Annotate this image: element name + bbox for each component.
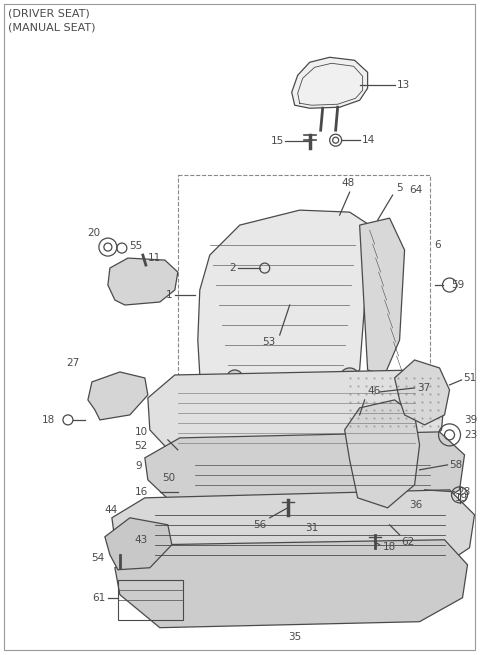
Text: 56: 56 — [253, 520, 267, 530]
Polygon shape — [292, 57, 368, 108]
Text: 15: 15 — [270, 136, 284, 146]
Text: 18: 18 — [383, 542, 396, 552]
Text: 6: 6 — [434, 240, 441, 250]
Text: 11: 11 — [148, 253, 161, 263]
Polygon shape — [345, 400, 420, 508]
Text: 1: 1 — [166, 290, 173, 300]
Polygon shape — [112, 490, 475, 572]
Text: 9: 9 — [135, 461, 142, 471]
Text: 27: 27 — [67, 358, 80, 368]
Text: (DRIVER SEAT): (DRIVER SEAT) — [8, 9, 90, 18]
Text: 16: 16 — [134, 487, 148, 497]
Text: 36: 36 — [409, 500, 423, 510]
Polygon shape — [88, 372, 148, 420]
Text: 23: 23 — [465, 430, 478, 440]
Text: 44: 44 — [105, 505, 118, 515]
Text: 18: 18 — [42, 415, 55, 425]
Text: 10: 10 — [135, 427, 148, 437]
Text: 50: 50 — [162, 473, 175, 483]
Text: 39: 39 — [465, 415, 478, 425]
Text: 61: 61 — [93, 593, 106, 603]
Text: 14: 14 — [361, 135, 375, 145]
Text: 52: 52 — [134, 441, 148, 451]
Text: 46: 46 — [368, 386, 381, 396]
Text: 64: 64 — [409, 185, 423, 195]
Text: 43: 43 — [134, 534, 148, 545]
Text: 53: 53 — [263, 337, 276, 347]
Text: 58: 58 — [450, 460, 463, 470]
Text: 2: 2 — [229, 263, 236, 273]
Polygon shape — [105, 518, 172, 570]
Text: 51: 51 — [464, 373, 477, 383]
Text: 48: 48 — [341, 178, 354, 188]
Polygon shape — [360, 218, 405, 375]
Circle shape — [227, 370, 243, 386]
Text: 54: 54 — [92, 553, 105, 563]
Polygon shape — [148, 370, 444, 460]
Polygon shape — [198, 210, 370, 390]
Text: 31: 31 — [305, 523, 318, 533]
Text: 35: 35 — [288, 631, 301, 642]
Circle shape — [340, 368, 360, 388]
Text: 13: 13 — [396, 81, 410, 90]
Text: 55: 55 — [129, 241, 142, 251]
Bar — [178, 175, 430, 380]
Text: 19: 19 — [455, 493, 468, 503]
Polygon shape — [395, 360, 450, 425]
Text: 20: 20 — [87, 228, 100, 238]
Text: 28: 28 — [457, 487, 471, 497]
Polygon shape — [108, 258, 178, 305]
Bar — [118, 580, 183, 620]
Text: 59: 59 — [452, 280, 465, 290]
Polygon shape — [115, 540, 468, 627]
Polygon shape — [145, 432, 465, 515]
Text: (MANUAL SEAT): (MANUAL SEAT) — [8, 22, 96, 32]
Text: 62: 62 — [402, 537, 415, 547]
Text: 5: 5 — [396, 183, 403, 193]
Text: 37: 37 — [418, 383, 431, 393]
